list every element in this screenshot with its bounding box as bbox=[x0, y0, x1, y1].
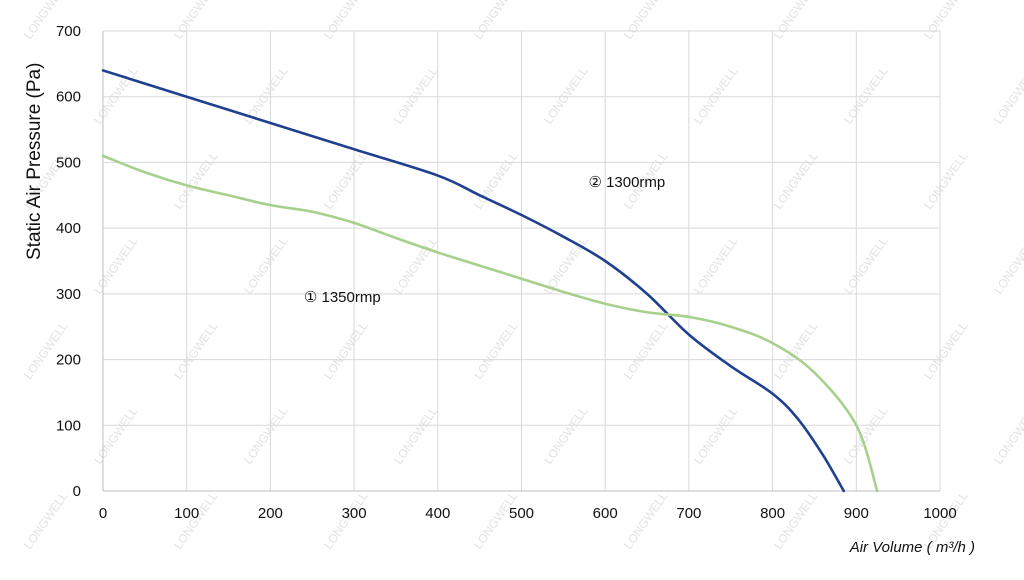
x-tick-label: 600 bbox=[593, 505, 618, 522]
y-tick-label: 500 bbox=[56, 154, 81, 171]
watermark-text: LONGWELL bbox=[391, 64, 441, 127]
watermark-text: LONGWELL bbox=[241, 404, 291, 467]
x-tick-label: 400 bbox=[425, 505, 450, 522]
watermark-text: LONGWELL bbox=[691, 404, 741, 467]
series-line-1300rmp bbox=[101, 69, 846, 493]
x-tick-label: 700 bbox=[676, 505, 701, 522]
watermark-text: LONGWELL bbox=[471, 319, 521, 382]
y-tick-label: 0 bbox=[73, 483, 81, 500]
watermark-text: LONGWELL bbox=[241, 234, 291, 297]
x-tick-label: 100 bbox=[174, 505, 199, 522]
axes: 0 100 200 300 400 500 600 700 800 900 1000 0 100 200 3… bbox=[56, 23, 957, 522]
watermark-text: LONGWELL bbox=[691, 234, 741, 297]
y-tick-label: 200 bbox=[56, 352, 81, 369]
watermark-text: LONGWELL bbox=[171, 149, 221, 212]
watermark-text: LONGWELL bbox=[321, 319, 371, 382]
watermark-text: LONGWELL bbox=[91, 404, 141, 467]
watermark-text: LONGWELL bbox=[621, 319, 671, 382]
watermark-text: LONGWELL bbox=[321, 149, 371, 212]
watermark-text: LONGWELL bbox=[691, 64, 741, 127]
annotations: ② 1300rmp ① 1350rmp bbox=[304, 174, 665, 306]
x-tick-label: 1000 bbox=[923, 505, 956, 522]
watermark-layer: LONGWELL LONGWELL LONGWELL LONGWELL LONGWELL… bbox=[21, 0, 1024, 552]
series-layer bbox=[101, 69, 879, 493]
y-tick-label: 300 bbox=[56, 286, 81, 303]
watermark-text: LONGWELL bbox=[171, 319, 221, 382]
watermark-text: LONGWELL bbox=[991, 234, 1024, 297]
watermark-text: LONGWELL bbox=[771, 0, 821, 42]
x-axis-title: Air Volume ( m³/h ) bbox=[849, 539, 975, 556]
watermark-text: LONGWELL bbox=[991, 64, 1024, 127]
x-tick-label: 800 bbox=[760, 505, 785, 522]
watermark-text: LONGWELL bbox=[21, 489, 71, 552]
watermark-text: LONGWELL bbox=[171, 0, 221, 42]
series-line-1350rmp bbox=[101, 154, 879, 493]
watermark-text: LONGWELL bbox=[921, 149, 971, 212]
x-tick-label: 0 bbox=[99, 505, 107, 522]
grid bbox=[102, 30, 941, 492]
watermark-text: LONGWELL bbox=[621, 489, 671, 552]
watermark-text: LONGWELL bbox=[471, 0, 521, 42]
watermark-text: LONGWELL bbox=[321, 0, 371, 42]
series-annotation: ② 1300rmp bbox=[588, 174, 665, 191]
y-tick-label: 400 bbox=[56, 220, 81, 237]
x-tick-label: 900 bbox=[844, 505, 869, 522]
y-tick-label: 700 bbox=[56, 23, 81, 40]
y-tick-label: 600 bbox=[56, 89, 81, 106]
watermark-text: LONGWELL bbox=[921, 319, 971, 382]
watermark-text: LONGWELL bbox=[541, 404, 591, 467]
watermark-text: LONGWELL bbox=[391, 234, 441, 297]
watermark-text: LONGWELL bbox=[991, 404, 1024, 467]
y-axis-title: Static Air Pressure (Pa) bbox=[24, 63, 45, 260]
y-tick-label: 100 bbox=[56, 417, 81, 434]
x-tick-label: 200 bbox=[258, 505, 283, 522]
watermark-text: LONGWELL bbox=[841, 64, 891, 127]
watermark-text: LONGWELL bbox=[841, 234, 891, 297]
watermark-text: LONGWELL bbox=[621, 0, 671, 42]
watermark-text: LONGWELL bbox=[21, 319, 71, 382]
series-annotation: ① 1350rmp bbox=[304, 289, 381, 306]
x-tick-label: 300 bbox=[342, 505, 367, 522]
watermark-text: LONGWELL bbox=[771, 149, 821, 212]
watermark-text: LONGWELL bbox=[541, 64, 591, 127]
watermark-text: LONGWELL bbox=[91, 234, 141, 297]
x-tick-label: 500 bbox=[509, 505, 534, 522]
watermark-text: LONGWELL bbox=[391, 404, 441, 467]
watermark-text: LONGWELL bbox=[921, 0, 971, 42]
